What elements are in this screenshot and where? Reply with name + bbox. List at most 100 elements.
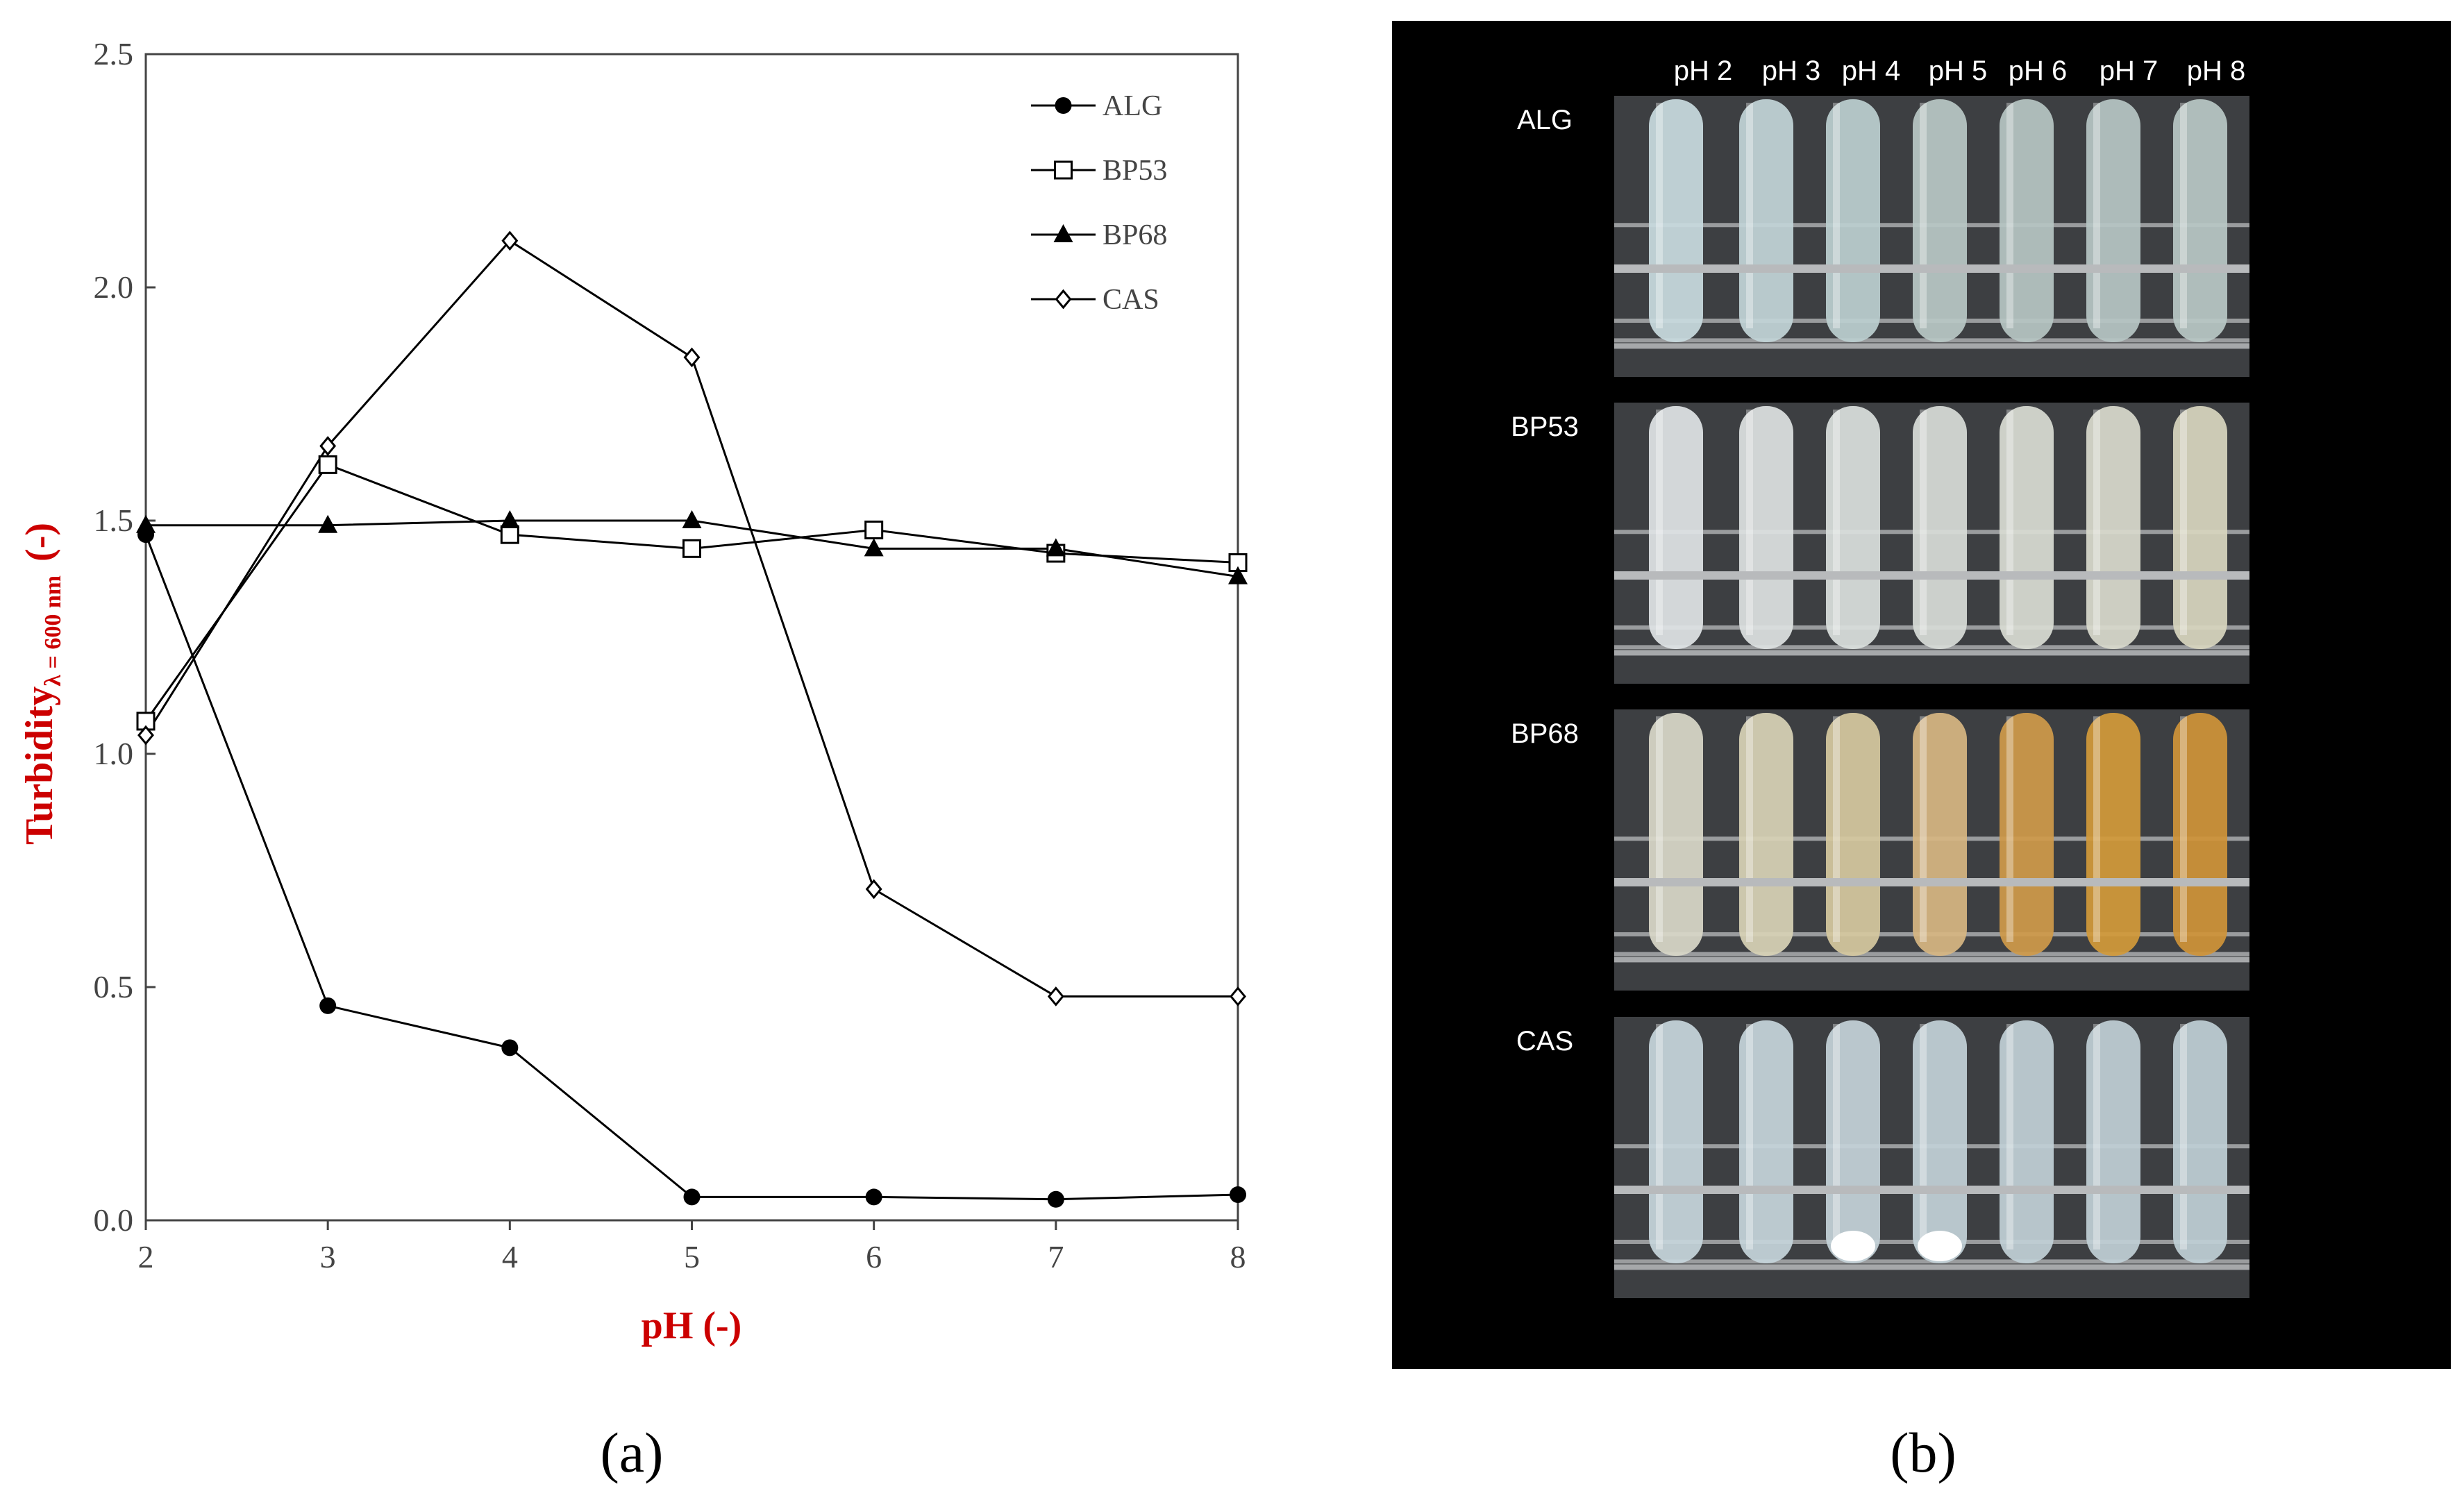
y-tick-label: 2.0: [94, 269, 134, 305]
rack-rail: [1614, 650, 2249, 656]
tube-body: [2000, 1020, 2054, 1263]
legend-marker-cas: [1055, 289, 1072, 310]
data-point-bp68: [318, 514, 338, 533]
tube-highlight: [2180, 716, 2187, 942]
tube-highlight: [2006, 103, 2013, 328]
tube-sediment: [1831, 1231, 1875, 1261]
tube-body: [2173, 406, 2227, 649]
ph-column-label: pH 3: [1762, 56, 1821, 86]
tube-body: [1913, 713, 1967, 956]
legend-marker-bp68: [1053, 224, 1073, 242]
tube-highlight: [1920, 716, 1927, 942]
rack-rail: [1614, 571, 2249, 580]
test-tube-photo-panel: pH 2 pH 3 pH 4 pH 5 pH 6 pH 7 pH 8 ALG BP53 BP68…: [1392, 21, 2451, 1484]
tube-body: [1649, 99, 1703, 342]
y-axis-title-unit: (-): [18, 523, 61, 562]
test-tube: [1739, 406, 1793, 649]
data-point-bp68: [136, 514, 156, 533]
tube-body: [1826, 713, 1880, 956]
data-point-cas: [1230, 986, 1246, 1007]
test-tube: [1826, 713, 1880, 956]
x-tick-label: 7: [1048, 1239, 1064, 1274]
tube-body: [2086, 99, 2140, 342]
y-tick-label: 1.5: [94, 503, 134, 538]
photo-row-label: ALG: [1517, 105, 1573, 135]
rack-rail: [1614, 1186, 2249, 1194]
y-axis-ticks: 0.0 0.5 1.0 1.5 2.0 2.5: [94, 36, 156, 1238]
panel-b-label: (b): [1890, 1421, 1956, 1484]
test-tube: [1739, 99, 1793, 342]
test-tube: [1649, 1020, 1703, 1263]
ph-column-label: pH 4: [1842, 56, 1901, 86]
photo-row-alg: ALG: [1517, 96, 2249, 377]
tube-body: [1649, 713, 1703, 956]
tube-body: [1649, 406, 1703, 649]
ph-column-label: pH 5: [1929, 56, 1988, 86]
data-point-cas: [319, 436, 337, 456]
x-tick-label: 6: [866, 1239, 882, 1274]
tube-body: [2000, 406, 2054, 649]
test-tube: [2000, 99, 2054, 342]
y-tick-label: 0.5: [94, 969, 134, 1004]
ph-column-label: pH 7: [2100, 56, 2159, 86]
x-tick-label: 3: [320, 1239, 336, 1274]
tube-highlight: [1656, 1024, 1663, 1249]
tube-body: [1913, 99, 1967, 342]
x-tick-label: 8: [1230, 1239, 1246, 1274]
test-tube: [2086, 713, 2140, 956]
tube-highlight: [1833, 103, 1840, 328]
tube-body: [2173, 713, 2227, 956]
test-tube: [2173, 713, 2227, 956]
x-axis-title: pH (-): [642, 1304, 742, 1347]
tube-body: [2086, 1020, 2140, 1263]
test-tube: [2086, 1020, 2140, 1263]
data-point-bp68: [864, 538, 884, 557]
ph-column-label: pH 8: [2187, 56, 2246, 86]
test-tube: [1739, 1020, 1793, 1263]
data-point-bp53: [864, 520, 884, 539]
photo-row-label: CAS: [1516, 1026, 1573, 1056]
test-tube: [1649, 99, 1703, 342]
tube-body: [1739, 99, 1793, 342]
chart-legend: ALG BP53 BP68 CAS: [1031, 90, 1167, 316]
data-point-bp53: [682, 539, 701, 558]
data-point-bp53: [318, 455, 337, 474]
photo-rows: ALG BP53 BP68 CAS: [1511, 96, 2249, 1298]
data-point-bp68: [682, 510, 702, 528]
legend-marker-bp53: [1054, 160, 1073, 180]
test-tube: [1826, 406, 1880, 649]
tube-highlight: [1656, 410, 1663, 635]
x-tick-label: 4: [502, 1239, 518, 1274]
legend-label-alg: ALG: [1103, 90, 1162, 122]
data-point-cas: [1047, 986, 1064, 1007]
photo-row-bp68: BP68: [1511, 709, 2249, 991]
test-tube: [1649, 406, 1703, 649]
turbidity-line-chart: 0.0 0.5 1.0 1.5 2.0 2.5 2 3 4 5 6 7 8 Turbidityλ = …: [18, 36, 1248, 1484]
tube-highlight: [2006, 410, 2013, 635]
photo-row-label: BP53: [1511, 412, 1579, 442]
tube-highlight: [1746, 103, 1753, 328]
tube-body: [1739, 406, 1793, 649]
tube-body: [1826, 406, 1880, 649]
data-point-bp53: [500, 525, 519, 544]
data-point-cas: [137, 725, 154, 746]
data-point-alg: [1047, 1190, 1064, 1208]
tube-highlight: [2093, 410, 2100, 635]
panel-a-label: (a): [600, 1421, 663, 1484]
ph-column-label: pH 6: [2009, 56, 2068, 86]
test-tube: [2173, 99, 2227, 342]
x-tick-label: 5: [684, 1239, 700, 1274]
data-point-alg: [865, 1188, 882, 1206]
y-axis-title-main: Turbidity: [18, 687, 61, 845]
tube-body: [2000, 99, 2054, 342]
test-tube: [2000, 1020, 2054, 1263]
tube-highlight: [2180, 1024, 2187, 1249]
tube-highlight: [1746, 410, 1753, 635]
test-tube: [2000, 713, 2054, 956]
tube-highlight: [1833, 716, 1840, 942]
data-point-alg: [1230, 1186, 1246, 1204]
data-point-bp68: [1228, 566, 1248, 584]
tube-highlight: [2093, 103, 2100, 328]
y-tick-label: 2.5: [94, 36, 134, 71]
legend-label-cas: CAS: [1103, 284, 1159, 316]
